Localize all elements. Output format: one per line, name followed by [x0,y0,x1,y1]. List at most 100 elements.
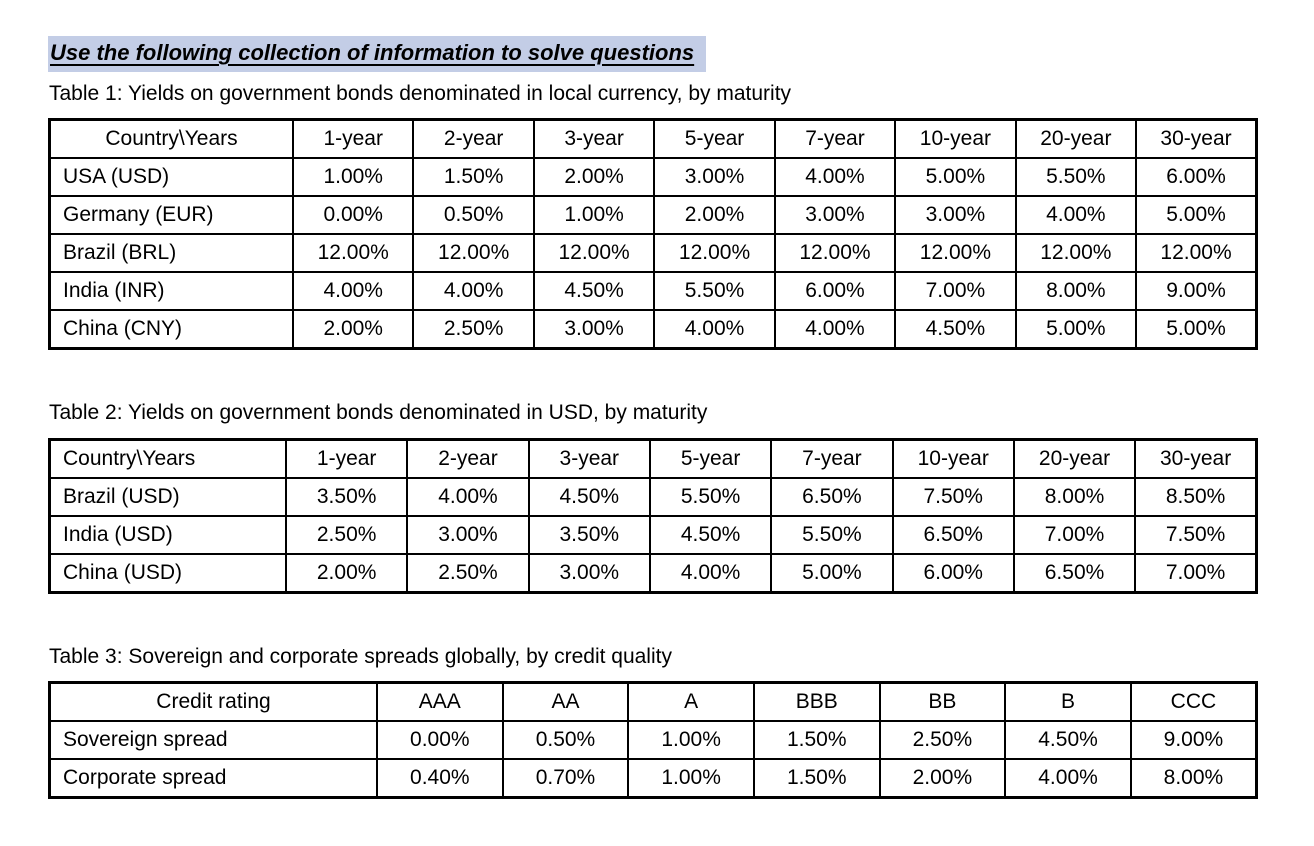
table-row: Corporate spread 0.40% 0.70% 1.00% 1.50% 2.00… [48,757,1258,799]
value-cell: 5.50% [1014,157,1138,198]
row-label: India (USD) [48,514,287,555]
column-header: 5-year [653,118,776,160]
row-label: Brazil (USD) [48,476,287,517]
value-cell: 4.50% [1004,719,1132,760]
value-cell: 12.00% [1014,233,1138,274]
value-cell: 7.00% [1134,552,1258,594]
value-cell: 4.00% [1004,757,1132,799]
column-header: 3-year [532,118,656,160]
value-cell: 0.50% [501,719,630,760]
row-label: Germany (EUR) [48,195,294,236]
document-page: Use the following collection of informat… [48,36,1314,799]
value-cell: 8.00% [1014,271,1138,312]
value-cell: 6.50% [891,514,1015,555]
value-cell: 4.50% [894,309,1017,350]
value-cell: 5.00% [894,157,1017,198]
table3-title: Table 3: Sovereign and corporate spreads… [49,644,672,668]
value-cell: 2.50% [406,552,530,594]
table-row: China (USD) 2.00% 2.50% 3.00% 4.00% 5.00% 6.00… [48,552,1258,594]
header-row: Country\Years 1-year 2-year 3-year 5-year 7-y… [48,438,1258,479]
table-row: India (USD) 2.50% 3.00% 3.50% 4.50% 5.50% 6.50… [48,514,1258,555]
table2-title: Table 2: Yields on government bonds deno… [49,401,708,425]
row-label: Brazil (BRL) [48,233,294,274]
value-cell: 1.00% [627,719,755,760]
value-cell: 5.50% [653,271,776,312]
value-cell: 2.00% [653,195,776,236]
value-cell: 2.00% [878,757,1007,799]
value-cell: 3.00% [894,195,1017,236]
column-header: 20-year [1014,118,1138,160]
value-cell: 3.50% [284,476,409,517]
table-row: USA (USD) 1.00% 1.50% 2.00% 3.00% 4.00% 5.00% 5… [48,157,1258,198]
value-cell: 2.50% [284,514,409,555]
column-header: 30-year [1135,118,1258,160]
value-cell: 3.00% [406,514,530,555]
column-header: 3-year [527,438,651,479]
value-cell: 8.00% [1012,476,1137,517]
table-row: India (INR) 4.00% 4.00% 4.50% 5.50% 6.00% 7.00… [48,271,1258,312]
column-header: 10-year [894,118,1017,160]
row-label: Sovereign spread [48,719,378,760]
table3-section: Table 3: Sovereign and corporate spreads… [48,644,1314,799]
value-cell: 2.50% [412,309,535,350]
value-cell: 4.00% [412,271,535,312]
value-cell: 3.00% [773,195,897,236]
column-header: 30-year [1134,438,1258,479]
value-cell: 5.00% [1135,309,1258,350]
column-header: A [627,681,755,722]
value-cell: 2.00% [532,157,656,198]
value-cell: 4.00% [773,157,897,198]
value-cell: 7.50% [891,476,1015,517]
value-cell: 4.00% [291,271,415,312]
value-cell: 4.50% [532,271,656,312]
value-cell: 12.00% [412,233,535,274]
value-cell: 3.00% [527,552,651,594]
value-cell: 12.00% [291,233,415,274]
value-cell: 9.00% [1129,719,1258,760]
value-cell: 3.00% [653,157,776,198]
value-cell: 0.50% [412,195,535,236]
column-header: AA [501,681,630,722]
value-cell: 4.00% [773,309,897,350]
value-cell: 5.00% [1135,195,1258,236]
value-cell: 6.00% [1135,157,1258,198]
header-row: Credit rating AAA AA A BBB BB B CCC [48,681,1258,722]
value-cell: 3.50% [527,514,651,555]
column-header: 1-year [284,438,409,479]
value-cell: 12.00% [1135,233,1258,274]
value-cell: 6.50% [770,476,894,517]
row-label: China (USD) [48,552,287,594]
value-cell: 4.00% [648,552,773,594]
value-cell: 12.00% [894,233,1017,274]
value-cell: 4.00% [1014,195,1138,236]
column-header: 2-year [412,118,535,160]
table-row: Germany (EUR) 0.00% 0.50% 1.00% 2.00% 3.00% 3.… [48,195,1258,236]
value-cell: 6.00% [891,552,1015,594]
value-cell: 5.00% [1014,309,1138,350]
value-cell: 9.00% [1135,271,1258,312]
value-cell: 0.00% [291,195,415,236]
column-header: AAA [376,681,504,722]
value-cell: 7.00% [894,271,1017,312]
table1-section: Table 1: Yields on government bonds deno… [48,81,1314,351]
column-header: BB [878,681,1007,722]
table2-section: Table 2: Yields on government bonds deno… [48,400,1314,594]
value-cell: 1.50% [412,157,535,198]
value-cell: 1.50% [752,719,881,760]
column-header: 1-year [291,118,415,160]
value-cell: 2.00% [284,552,409,594]
value-cell: 1.00% [627,757,755,799]
value-cell: 1.50% [752,757,881,799]
row-label-column-header: Credit rating [48,681,378,722]
value-cell: 3.00% [532,309,656,350]
table-row: Sovereign spread 0.00% 0.50% 1.00% 1.50% 2.50… [48,719,1258,760]
table-row: Brazil (BRL) 12.00% 12.00% 12.00% 12.00% 12.0… [48,233,1258,274]
column-header: 5-year [648,438,773,479]
value-cell: 12.00% [532,233,656,274]
value-cell: 1.00% [291,157,415,198]
value-cell: 12.00% [653,233,776,274]
column-header: 20-year [1012,438,1137,479]
value-cell: 4.00% [653,309,776,350]
row-label-column-header: Country\Years [48,118,294,160]
header-row: Country\Years 1-year 2-year 3-year 5-year 7-y… [48,118,1258,160]
